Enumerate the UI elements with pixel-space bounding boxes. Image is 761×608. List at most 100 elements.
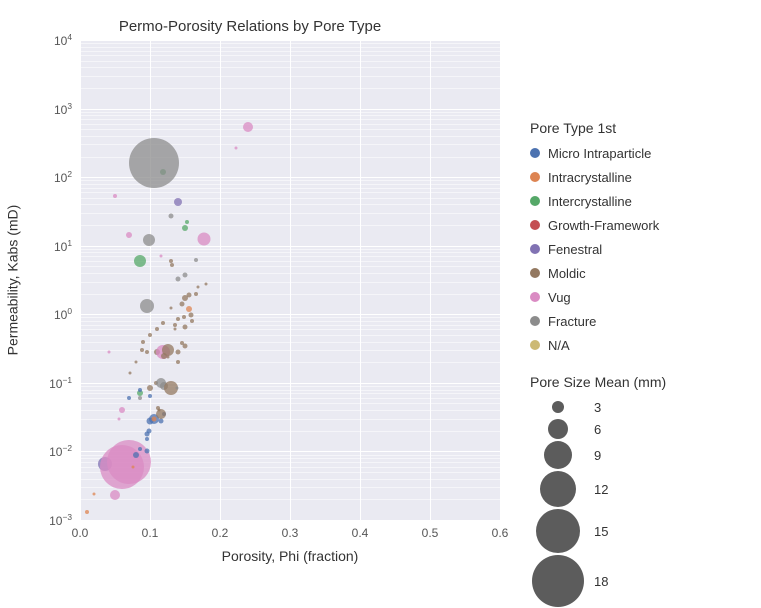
data-point [194,258,198,262]
legend-size-title: Pore Size Mean (mm) [530,374,666,390]
grid-horizontal [80,109,500,110]
x-tick-label: 0.4 [352,526,369,540]
grid-horizontal-minor [80,213,500,214]
data-point [134,255,146,267]
grid-horizontal-minor [80,67,500,68]
grid-horizontal-minor [80,329,500,330]
legend-size-label: 18 [594,574,608,589]
grid-horizontal-minor [80,61,500,62]
grid-horizontal-minor [80,76,500,77]
data-point [141,340,145,344]
data-point [129,138,179,188]
grid-horizontal-minor [80,487,500,488]
data-point [93,492,96,495]
legend-swatch [530,220,540,230]
legend-label: Fracture [548,314,596,329]
data-point [170,263,174,267]
grid-horizontal-minor [80,266,500,267]
data-point [176,350,181,355]
y-tick-label: 104 [24,32,72,48]
grid-horizontal-minor [80,88,500,89]
data-point [146,428,151,433]
legend-size-item: 6 [530,418,666,440]
legend-swatch [530,340,540,350]
grid-horizontal-minor [80,321,500,322]
grid-horizontal-minor [80,225,500,226]
grid-horizontal-minor [80,403,500,404]
grid-horizontal-minor [80,129,500,130]
data-point [175,386,178,389]
grid-horizontal-minor [80,317,500,318]
data-point [143,234,155,246]
data-point [182,225,188,231]
data-point [119,407,125,413]
grid-horizontal-minor [80,362,500,363]
grid-horizontal-minor [80,499,500,500]
data-point [243,122,253,132]
legend-item: N/A [530,334,666,356]
data-point [183,325,188,330]
data-point [186,306,192,312]
legend-swatch [530,148,540,158]
legend-size-swatch [548,419,568,439]
data-point [140,348,144,352]
x-tick-label: 0.5 [422,526,439,540]
grid-horizontal-minor [80,335,500,336]
grid-horizontal-minor [80,119,500,120]
y-tick-label: 100 [24,306,72,322]
x-tick-label: 0.2 [212,526,229,540]
data-point [85,510,89,514]
data-point [188,312,193,317]
legend-label: Moldic [548,266,586,281]
data-point [138,447,142,451]
data-point [145,437,149,441]
data-point [107,440,151,484]
data-point [107,351,110,354]
legend-swatch [530,316,540,326]
grid-horizontal-minor [80,204,500,205]
data-point [148,333,152,337]
grid-horizontal-minor [80,410,500,411]
data-point [155,327,159,331]
data-point [117,417,120,420]
data-point [190,319,194,323]
y-tick-label: 102 [24,169,72,185]
legend-swatch [530,292,540,302]
data-point [129,371,132,374]
data-point [113,194,117,198]
grid-horizontal-minor [80,325,500,326]
grid-horizontal [80,383,500,384]
grid-horizontal-minor [80,115,500,116]
legend-label: Intercrystalline [548,194,632,209]
data-point [152,416,157,421]
grid-horizontal-minor [80,124,500,125]
legend-label: N/A [548,338,570,353]
data-point [110,490,120,500]
legend-size-swatch [536,509,580,553]
legend-size-label: 3 [594,400,601,415]
x-tick-label: 0.6 [492,526,509,540]
grid-horizontal-minor [80,112,500,113]
legend-item: Fenestral [530,238,666,260]
data-point [138,396,142,400]
legend-size-label: 6 [594,422,601,437]
y-tick-label: 10−1 [24,375,72,391]
data-point [126,232,132,238]
data-point [174,198,182,206]
chart-title: Permo-Porosity Relations by Pore Type [0,18,500,35]
grid-horizontal-minor [80,419,500,420]
grid-horizontal-minor [80,393,500,394]
data-point [170,306,173,309]
legend-item: Growth-Framework [530,214,666,236]
data-point [176,360,180,364]
plot-area [80,40,500,520]
grid-horizontal-minor [80,398,500,399]
legend-swatch [530,244,540,254]
legend-item: Intercrystalline [530,190,666,212]
data-point [127,396,131,400]
legend-item: Micro Intraparticle [530,142,666,164]
data-point [185,220,189,224]
data-point [169,259,173,263]
grid-horizontal [80,314,500,315]
legend-size-swatch [552,401,564,413]
